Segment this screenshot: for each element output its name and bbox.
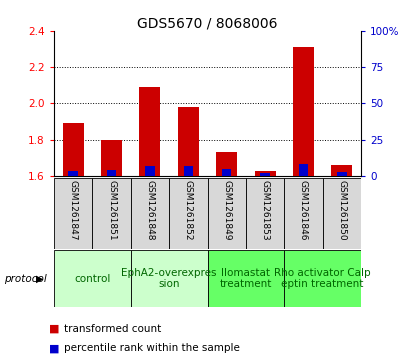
FancyBboxPatch shape [208,178,246,249]
Text: ▶: ▶ [36,274,43,284]
Text: GSM1261847: GSM1261847 [68,180,78,241]
Text: transformed count: transformed count [64,323,161,334]
FancyBboxPatch shape [208,250,284,307]
Bar [222,169,232,176]
FancyBboxPatch shape [246,178,284,249]
Text: ■: ■ [49,343,59,354]
Bar [337,172,347,176]
Bar [183,166,193,176]
Text: GSM1261849: GSM1261849 [222,180,231,241]
Text: Ilomastat
treatment: Ilomastat treatment [220,268,272,289]
Bar [107,170,116,176]
Text: GSM1261846: GSM1261846 [299,180,308,241]
Text: GDS5670 / 8068006: GDS5670 / 8068006 [137,16,278,30]
Bar [331,165,352,176]
Bar [68,171,78,176]
FancyBboxPatch shape [169,178,208,249]
Bar [63,123,84,176]
FancyBboxPatch shape [54,250,131,307]
Text: ■: ■ [49,323,59,334]
Text: GSM1261851: GSM1261851 [107,180,116,241]
FancyBboxPatch shape [93,178,131,249]
Bar [216,152,237,176]
FancyBboxPatch shape [54,178,93,249]
Text: GSM1261848: GSM1261848 [145,180,154,241]
Text: GSM1261850: GSM1261850 [337,180,347,241]
Text: protocol: protocol [4,274,47,284]
Bar [101,140,122,176]
Bar [293,47,314,176]
Text: control: control [74,274,110,284]
FancyBboxPatch shape [323,178,361,249]
FancyBboxPatch shape [284,250,361,307]
Bar [260,173,270,176]
Text: GSM1261853: GSM1261853 [261,180,270,241]
Bar [254,171,276,176]
FancyBboxPatch shape [284,178,323,249]
FancyBboxPatch shape [131,250,208,307]
Bar [299,164,308,176]
Text: percentile rank within the sample: percentile rank within the sample [64,343,240,354]
FancyBboxPatch shape [131,178,169,249]
Bar [178,107,199,176]
Text: GSM1261852: GSM1261852 [184,180,193,241]
Bar [145,166,155,176]
Text: Rho activator Calp
eptin treatment: Rho activator Calp eptin treatment [274,268,371,289]
Text: EphA2-overexpres
sion: EphA2-overexpres sion [121,268,217,289]
Bar [139,87,161,176]
